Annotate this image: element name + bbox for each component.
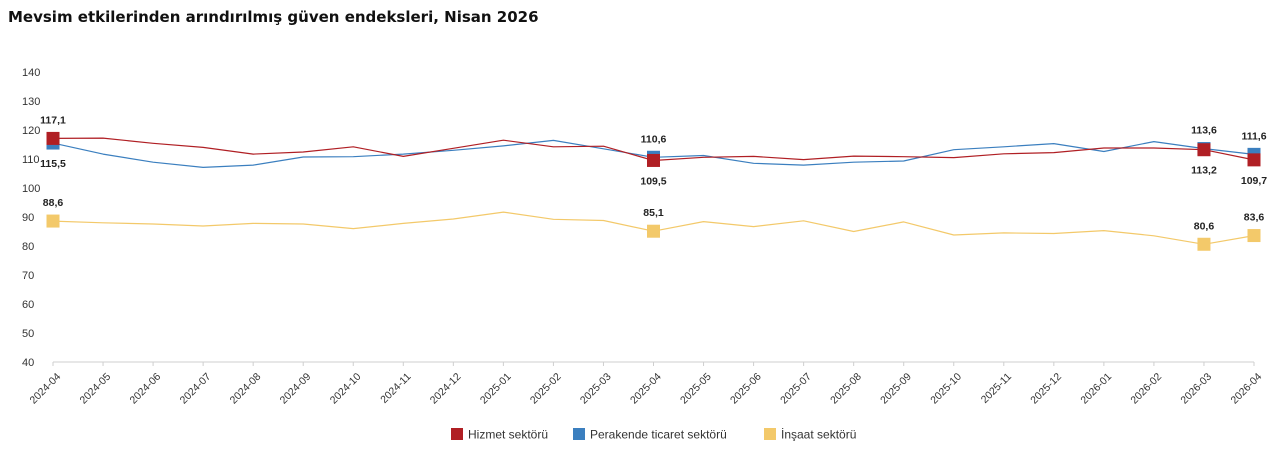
data-labels: 115,5 110,6 113,6 111,6 117,1 109,5 113,2 109,7… (40, 114, 1267, 232)
data-label-insaat-sektoru: 88,6 (43, 197, 64, 209)
legend-label-perakende-ticaret-sektoru: Perakende ticaret sektörü (590, 428, 727, 442)
data-point-hizmet-sektoru (46, 131, 60, 145)
data-point-hizmet-sektoru (647, 153, 660, 167)
data-point-insaat-sektoru (1247, 229, 1261, 243)
data-point-hizmet-sektoru (1197, 143, 1211, 157)
x-tick-label: 2025-01 (478, 371, 514, 407)
data-label-perakende-ticaret-sektoru: 111,6 (1241, 130, 1266, 142)
x-tick-label: 2024-04 (27, 371, 63, 407)
x-tick-label: 2025-04 (628, 371, 664, 407)
y-tick-label: 120 (22, 125, 40, 137)
data-label-insaat-sektoru: 85,1 (643, 207, 664, 219)
y-tick-label: 70 (22, 270, 34, 282)
y-tick-label: 60 (22, 299, 34, 311)
x-tick-label: 2025-12 (1028, 371, 1064, 407)
data-label-hizmet-sektoru: 113,2 (1191, 165, 1217, 177)
legend-swatch-hizmet-sektoru (451, 428, 463, 440)
y-tick-label: 140 (22, 67, 40, 79)
x-tick-label: 2025-02 (528, 371, 564, 407)
data-label-hizmet-sektoru: 117,1 (40, 114, 66, 126)
data-label-insaat-sektoru: 83,6 (1244, 212, 1265, 224)
x-tick-label: 2024-12 (428, 371, 464, 407)
x-tick-label: 2026-02 (1128, 371, 1164, 407)
series-markers (46, 131, 1261, 251)
data-label-perakende-ticaret-sektoru: 115,5 (40, 158, 66, 170)
x-tick-label: 2024-10 (328, 371, 364, 407)
x-tick-label: 2024-08 (228, 371, 264, 407)
x-tick-label: 2025-09 (878, 371, 914, 407)
x-tick-label: 2025-11 (979, 371, 1014, 406)
y-tick-label: 40 (22, 357, 34, 369)
legend-swatch-insaat-sektoru (764, 428, 776, 440)
x-tick-label: 2024-06 (128, 371, 164, 407)
y-tick-label: 100 (22, 183, 40, 195)
x-tick-label: 2025-03 (578, 371, 614, 407)
y-axis-tick-labels: 40 50 60 70 80 90 100 110 120 130 140 (22, 67, 40, 369)
x-tick-label: 2025-05 (678, 371, 714, 407)
x-tick-label: 2025-07 (778, 371, 814, 407)
x-tick-label: 2024-07 (178, 371, 214, 407)
x-tick-label: 2026-01 (1078, 371, 1114, 407)
data-label-insaat-sektoru: 80,6 (1194, 220, 1215, 232)
data-point-insaat-sektoru (1197, 237, 1211, 251)
legend-swatch-perakende-ticaret-sektoru (573, 428, 585, 440)
x-tick-label: 2024-11 (378, 371, 413, 406)
x-tick-label: 2025-08 (828, 371, 864, 407)
x-tick-label: 2025-06 (728, 371, 764, 407)
data-label-hizmet-sektoru: 109,7 (1241, 175, 1267, 187)
x-axis-tick-labels: 2024-04 2024-05 2024-06 2024-07 2024-08 2024-… (27, 371, 1264, 407)
x-tick-label: 2026-04 (1228, 371, 1264, 407)
y-tick-label: 130 (22, 96, 40, 108)
data-point-insaat-sektoru (647, 224, 660, 238)
data-label-perakende-ticaret-sektoru: 113,6 (1191, 125, 1217, 137)
y-tick-label: 80 (22, 241, 34, 253)
legend-label-hizmet-sektoru: Hizmet sektörü (468, 428, 548, 442)
data-point-insaat-sektoru (46, 214, 60, 228)
x-tick-label: 2025-10 (928, 371, 964, 407)
y-tick-label: 50 (22, 328, 34, 340)
y-tick-label: 110 (22, 154, 40, 166)
y-tick-label: 90 (22, 212, 34, 224)
x-tick-label: 2024-05 (78, 371, 114, 407)
legend-label-insaat-sektoru: İnşaat sektörü (781, 428, 856, 442)
chart-title: Mevsim etkilerinden arındırılmış güven e… (8, 8, 539, 26)
data-label-perakende-ticaret-sektoru: 110,6 (641, 133, 667, 145)
chart-axes (52, 361, 1255, 366)
x-tick-label: 2026-03 (1178, 371, 1214, 407)
data-label-hizmet-sektoru: 109,5 (640, 175, 666, 187)
chart-legend: Hizmet sektörü Perakende ticaret sektörü İ… (451, 428, 856, 442)
data-point-hizmet-sektoru (1247, 153, 1261, 167)
x-tick-label: 2024-09 (278, 371, 314, 407)
